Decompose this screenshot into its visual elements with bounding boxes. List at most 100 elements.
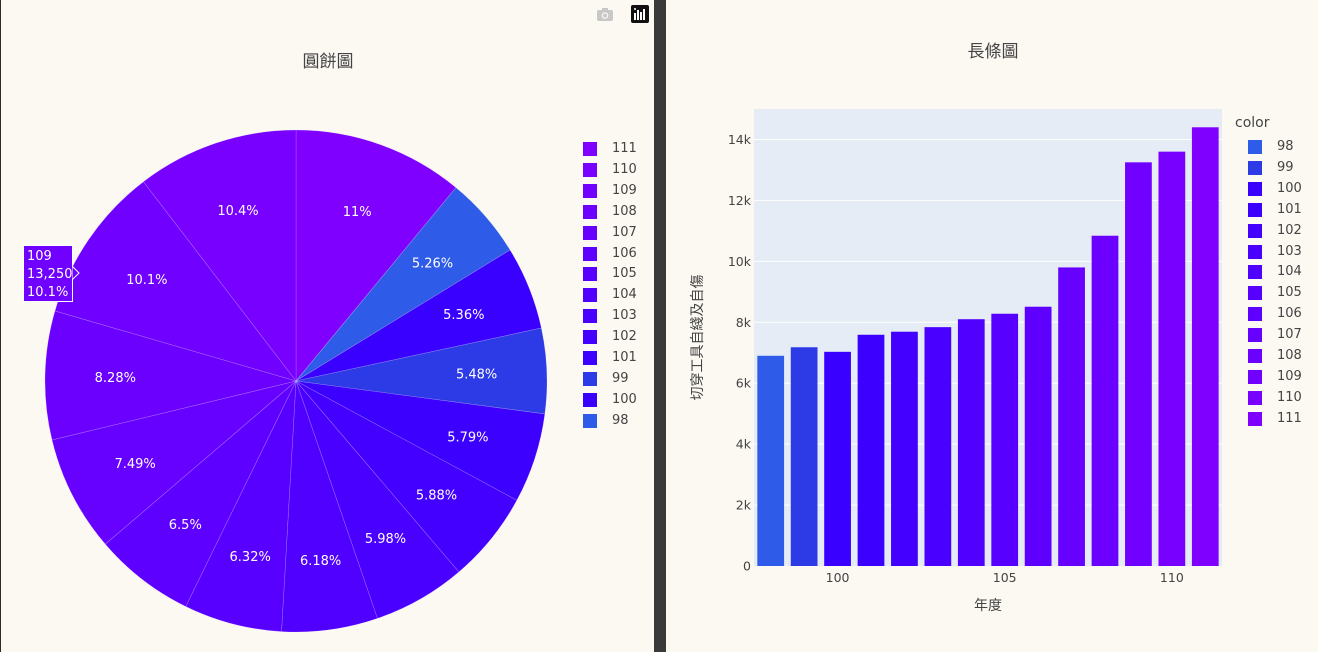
bar-legend-item-107[interactable]: 107 xyxy=(1248,326,1314,346)
pie-slice-99[interactable] xyxy=(295,327,548,415)
pie-slice-106[interactable] xyxy=(104,380,297,607)
legend-label: 104 xyxy=(1277,264,1302,280)
pie-slice-108[interactable] xyxy=(44,310,298,441)
bar-legend-item-99[interactable]: 99 xyxy=(1248,159,1314,179)
legend-swatch xyxy=(1248,181,1262,196)
pie-legend-item-99[interactable]: 99 xyxy=(583,370,653,390)
legend-swatch xyxy=(583,371,597,386)
pie-legend-item-106[interactable]: 106 xyxy=(583,245,653,265)
pie-slice-100[interactable] xyxy=(295,249,542,382)
legend-swatch xyxy=(583,162,597,177)
bar-110[interactable] xyxy=(1158,151,1186,566)
pie-slice-98[interactable] xyxy=(295,187,511,382)
pie-slice-label-111: 11% xyxy=(343,205,372,220)
legend-label: 100 xyxy=(1277,180,1302,196)
bar-legend-item-111[interactable]: 111 xyxy=(1248,410,1314,430)
pie-legend-item-110[interactable]: 110 xyxy=(583,161,653,181)
pie-slice-104[interactable] xyxy=(281,380,378,633)
pie-legend-item-107[interactable]: 107 xyxy=(583,224,653,244)
y-tick-label: 8k xyxy=(736,315,752,330)
hover-tooltip: 109 13,250 10.1% xyxy=(23,245,73,302)
y-tick-label: 6k xyxy=(736,376,752,391)
bar-103[interactable] xyxy=(924,327,952,566)
legend-label: 105 xyxy=(1277,285,1302,301)
bar-legend-item-103[interactable]: 103 xyxy=(1248,243,1314,263)
legend-label: 109 xyxy=(1277,368,1302,384)
bar-legend-item-105[interactable]: 105 xyxy=(1248,284,1314,304)
bar-108[interactable] xyxy=(1091,235,1119,567)
bar-chart-panel: 長條圖 0 2k 4k 6k 8k 10k 12k 14k 100 105 110 年度 切穿工具自綫及… xyxy=(666,0,1318,652)
bar-102[interactable] xyxy=(891,331,918,566)
bar-101[interactable] xyxy=(857,334,885,566)
bar-legend-item-104[interactable]: 104 xyxy=(1248,263,1314,283)
legend-label: 99 xyxy=(612,370,629,386)
legend-swatch xyxy=(1248,307,1262,322)
legend-swatch xyxy=(583,413,597,428)
pie-slice-110[interactable] xyxy=(143,129,297,382)
bar-107[interactable] xyxy=(1058,267,1085,566)
pie-slice-107[interactable] xyxy=(51,380,297,545)
legend-swatch xyxy=(1248,369,1262,384)
bar-chart[interactable]: 0 2k 4k 6k 8k 10k 12k 14k 100 105 110 年度 切穿工具自綫及自傷 xyxy=(666,0,1318,652)
bar-legend-item-109[interactable]: 109 xyxy=(1248,368,1314,388)
bar-legend-item-106[interactable]: 106 xyxy=(1248,305,1314,325)
bar-109[interactable] xyxy=(1125,162,1152,566)
legend-label: 111 xyxy=(612,141,637,156)
bar-legend-item-102[interactable]: 102 xyxy=(1248,222,1314,242)
pie-slice-label-109: 10.1% xyxy=(126,273,167,288)
tooltip-arrow xyxy=(72,266,80,280)
legend-swatch xyxy=(583,225,597,240)
bar-104[interactable] xyxy=(957,319,985,566)
legend-label: 109 xyxy=(612,182,637,198)
bar-100[interactable] xyxy=(824,351,851,566)
legend-swatch xyxy=(583,246,597,261)
bar-legend-item-108[interactable]: 108 xyxy=(1248,347,1314,367)
plotly-logo-icon[interactable] xyxy=(631,5,649,23)
legend-swatch xyxy=(1248,411,1262,426)
legend-swatch xyxy=(1248,390,1262,405)
bar-legend-item-110[interactable]: 110 xyxy=(1248,389,1314,409)
pie-legend-item-100[interactable]: 100 xyxy=(583,391,653,411)
pie-legend-item-108[interactable]: 108 xyxy=(583,203,653,223)
pie-legend-item-102[interactable]: 102 xyxy=(583,328,653,348)
legend-swatch xyxy=(1248,244,1262,259)
legend-label: 99 xyxy=(1277,159,1294,175)
pie-legend-item-104[interactable]: 104 xyxy=(583,286,653,306)
pie-legend-item-105[interactable]: 105 xyxy=(583,265,653,285)
bar-98[interactable] xyxy=(757,355,785,566)
bar-legend-item-100[interactable]: 100 xyxy=(1248,180,1314,200)
pie-slice-103[interactable] xyxy=(295,380,460,619)
pie-chart[interactable]: 11% 5.26% 5.36% 5.48% 5.79% 5.88% 5.98% 6.18% 6.… xyxy=(1,0,654,652)
pie-slice-105[interactable] xyxy=(185,380,297,632)
y-axis-label: 切穿工具自綫及自傷 xyxy=(690,275,706,401)
legend-label: 108 xyxy=(612,203,637,219)
pie-slice-111[interactable] xyxy=(295,129,457,382)
legend-label: 104 xyxy=(612,287,637,303)
pie-legend-item-101[interactable]: 101 xyxy=(583,349,653,369)
legend-swatch xyxy=(583,204,597,219)
tooltip-percent: 10.1% xyxy=(27,285,69,300)
pie-legend-item-103[interactable]: 103 xyxy=(583,307,653,327)
legend-label: 100 xyxy=(612,391,637,407)
panel-divider xyxy=(654,0,666,652)
pie-slice-102[interactable] xyxy=(295,380,518,573)
bar-106[interactable] xyxy=(1024,306,1052,566)
pie-legend-item-111[interactable]: 111 xyxy=(583,140,653,160)
legend-label: 98 xyxy=(612,412,629,428)
pie-slice-label-100: 5.36% xyxy=(443,308,484,323)
pie-slice-label-108: 8.28% xyxy=(95,371,136,386)
bar-legend-item-101[interactable]: 101 xyxy=(1248,201,1314,221)
bar-99[interactable] xyxy=(790,347,818,566)
legend-label: 111 xyxy=(1277,410,1302,426)
legend-swatch xyxy=(583,288,597,303)
pie-slice-101[interactable] xyxy=(295,380,546,501)
legend-swatch xyxy=(1248,286,1262,301)
pie-legend-item-109[interactable]: 109 xyxy=(583,182,653,202)
bar-legend-item-98[interactable]: 98 xyxy=(1248,138,1314,158)
bar-111[interactable] xyxy=(1191,127,1219,566)
pie-legend-item-98[interactable]: 98 xyxy=(583,412,653,432)
camera-icon[interactable] xyxy=(596,5,614,23)
bar-105[interactable] xyxy=(991,313,1019,566)
legend-swatch xyxy=(1248,349,1262,363)
x-tick-label: 100 xyxy=(826,570,850,585)
